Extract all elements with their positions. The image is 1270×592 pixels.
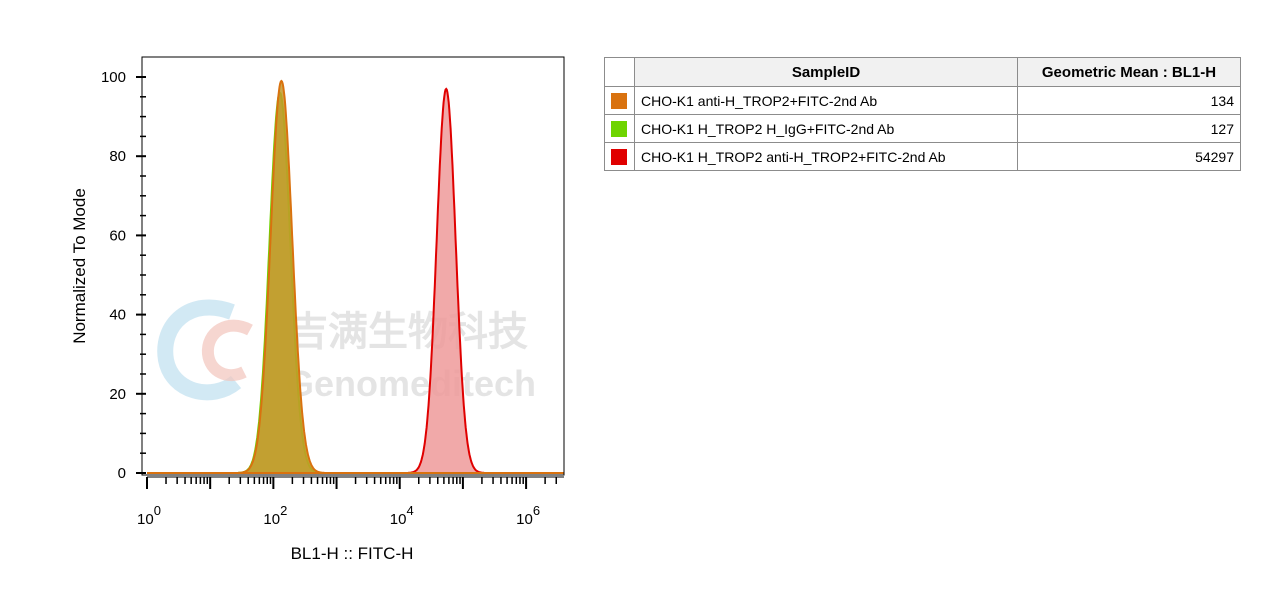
legend-color-swatch [611, 92, 627, 109]
y-tick-label: 40 [109, 307, 126, 324]
legend-geometric-mean: 127 [1017, 114, 1241, 143]
legend-swatch-cell [604, 86, 635, 115]
legend-sample-name: CHO-K1 H_TROP2 anti-H_TROP2+FITC-2nd Ab [634, 142, 1018, 171]
y-axis-title: Normalized To Mode [70, 188, 89, 344]
x-tick-label: 100 [137, 503, 161, 528]
watermark-logo-icon [157, 299, 253, 401]
legend-header-sample: SampleID [634, 57, 1018, 87]
plot-frame [141, 56, 565, 476]
legend-row: CHO-K1 anti-H_TROP2+FITC-2nd Ab 134 [604, 86, 1241, 115]
series-3-area [408, 88, 485, 474]
sample-legend-table: SampleID Geometric Mean : BL1-H CHO-K1 a… [604, 57, 1241, 171]
y-tick-label: 80 [109, 148, 126, 165]
legend-geometric-mean: 134 [1017, 86, 1241, 115]
legend-geometric-mean: 54297 [1017, 142, 1241, 171]
y-tick-label: 100 [101, 69, 126, 86]
series-layer [147, 79, 564, 474]
legend-row: CHO-K1 H_TROP2 anti-H_TROP2+FITC-2nd Ab 5… [604, 142, 1241, 171]
legend-header-swatch [604, 57, 635, 87]
watermark-english-text: Genomeditech [286, 363, 536, 404]
legend-header-row: SampleID Geometric Mean : BL1-H [604, 57, 1241, 87]
x-tick-label: 104 [390, 503, 414, 528]
x-tick-label: 102 [263, 503, 287, 528]
axes-layer: 0 20 40 60 80 100 100 102 104 106 [101, 69, 564, 528]
legend-header-metric: Geometric Mean : BL1-H [1017, 57, 1241, 87]
series-3 [408, 87, 485, 474]
series-3-line [408, 87, 485, 474]
watermark-chinese-text: 吉满生物科技 [288, 309, 528, 355]
legend-color-swatch [611, 148, 627, 165]
watermark: 吉满生物科技 Genomeditech [157, 299, 536, 404]
x-axis-title: BL1-H :: FITC-H [291, 544, 414, 563]
series-1 [238, 79, 325, 474]
legend-sample-name: CHO-K1 H_TROP2 H_IgG+FITC-2nd Ab [634, 114, 1018, 143]
y-tick-label: 20 [109, 386, 126, 403]
series-1-line [238, 79, 325, 474]
series-1-area [238, 81, 325, 473]
legend-swatch-cell [604, 142, 635, 171]
legend-sample-name: CHO-K1 anti-H_TROP2+FITC-2nd Ab [634, 86, 1018, 115]
y-tick-label: 60 [109, 227, 126, 244]
x-tick-label: 106 [516, 503, 540, 528]
y-tick-label: 0 [118, 465, 126, 482]
legend-swatch-cell [604, 114, 635, 143]
legend-row: CHO-K1 H_TROP2 H_IgG+FITC-2nd Ab 127 [604, 114, 1241, 143]
legend-color-swatch [611, 120, 627, 137]
